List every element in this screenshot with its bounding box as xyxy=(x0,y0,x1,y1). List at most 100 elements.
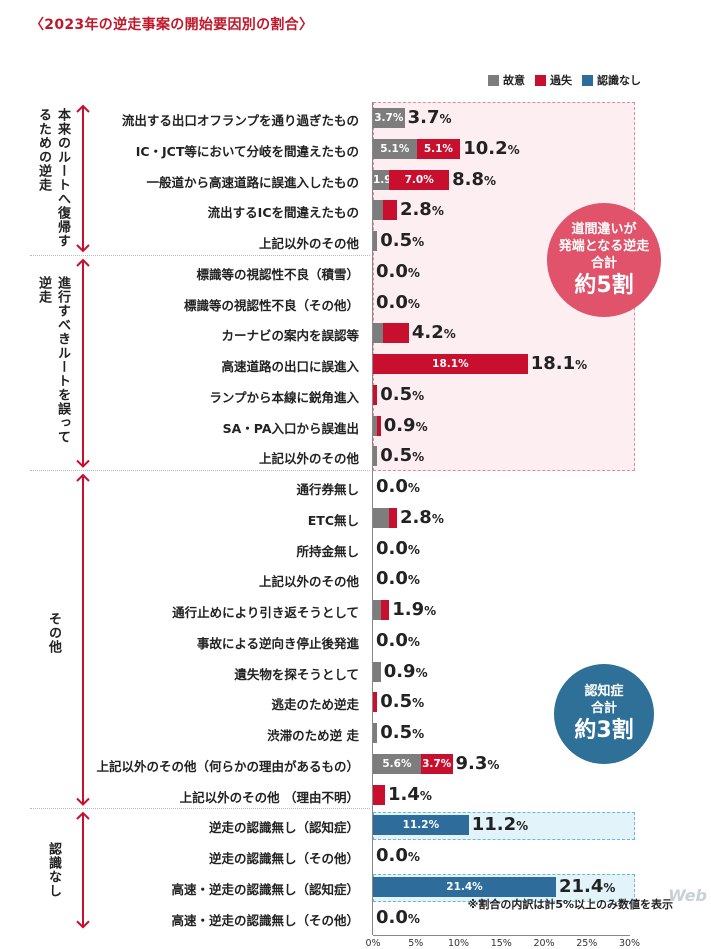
row-label: SA・PA入口から誤進出 xyxy=(222,420,359,436)
total-percent-sign: % xyxy=(412,727,425,741)
bar-segment xyxy=(383,200,397,221)
bar-total-label: 1.4% xyxy=(388,784,432,807)
row-label: 上記以外のその他 （理由不明） xyxy=(179,789,359,805)
bar-segment xyxy=(373,784,385,805)
total-value: 0.5 xyxy=(380,445,413,467)
bar-total-label: 0.5% xyxy=(380,445,424,468)
group-separator xyxy=(30,254,370,256)
row-label: 上記以外のその他 xyxy=(258,574,359,590)
footnote: ※割合の内訳は計5%以上のみ数値を表示 xyxy=(467,898,673,911)
group-separator xyxy=(30,808,370,810)
badge-dementia-total: 認知症 合計 約3割 xyxy=(554,664,654,764)
badge-line: 道間違いが xyxy=(571,221,637,237)
total-value: 8.8 xyxy=(452,168,484,190)
row-label: 上記以外のその他（何らかの理由があるもの） xyxy=(96,758,359,774)
bar-total-label: 11.2% xyxy=(472,814,528,837)
chart-title: 〈2023年の逆走事案の開始要因別の割合〉 xyxy=(30,17,314,33)
bar-segment-label: 5.6% xyxy=(382,757,412,770)
legend-item: 故意 xyxy=(488,72,525,88)
total-value: 0.5 xyxy=(380,722,413,743)
bar-total-label: 0.5% xyxy=(380,384,424,407)
row-label: 標識等の視認性不良（積雪） xyxy=(196,266,359,282)
legend-label: 過失 xyxy=(550,74,572,87)
total-value: 21.4 xyxy=(558,875,604,897)
bar-segment xyxy=(416,138,461,159)
bar-total-label: 0.0% xyxy=(376,568,420,591)
x-tick-label: 15% xyxy=(490,937,512,949)
total-percent-sign: % xyxy=(483,173,497,188)
group-bracket-arrow xyxy=(76,104,90,253)
total-percent-sign: % xyxy=(412,450,425,465)
x-tick-label: 20% xyxy=(533,937,555,949)
row-label: ランプから本線に鋭角進入 xyxy=(209,389,359,405)
row-label: 事故による逆向き停止後発進 xyxy=(196,635,359,651)
total-value: 0.5 xyxy=(380,383,413,405)
bar-segment xyxy=(373,692,378,713)
total-value: 0.0 xyxy=(376,568,408,590)
total-value: 2.8 xyxy=(399,506,432,528)
bar-total-label: 0.9% xyxy=(384,661,428,684)
row-label: 流出する出口オフランプを通り過ぎたもの xyxy=(121,113,359,128)
bar-total-label: 2.8% xyxy=(400,199,444,222)
total-value: 0.0 xyxy=(376,537,408,559)
total-percent-sign: % xyxy=(407,296,420,311)
bar-segment-label: 7.0% xyxy=(404,173,434,186)
group-bracket-arrow xyxy=(76,811,90,929)
bar-segment xyxy=(373,600,381,620)
row-label: 遺失物を探そうとして xyxy=(234,666,359,682)
bar-segment xyxy=(389,169,450,190)
bar-segment xyxy=(373,354,528,374)
bar-segment-label: 21.4% xyxy=(446,880,483,893)
bar-total-label: 0.0% xyxy=(376,907,420,930)
bar-total-label: 9.3% xyxy=(456,753,500,776)
badge-big-value: 約5割 xyxy=(574,272,634,298)
bar-segment xyxy=(373,415,378,436)
badge-line: 認知症 xyxy=(584,684,624,699)
total-percent-sign: % xyxy=(507,142,520,157)
x-tick-label: 5% xyxy=(408,937,424,949)
total-value: 0.0 xyxy=(376,291,408,313)
row-label: IC・JCT等において分岐を間違えたもの xyxy=(135,143,359,159)
total-value: 0.0 xyxy=(376,260,408,282)
bar-segment-label: 11.2% xyxy=(402,819,440,832)
bar-total-label: 8.8% xyxy=(452,169,496,192)
bar-segment xyxy=(373,661,381,682)
total-value: 10.2 xyxy=(463,137,508,159)
group-label: 認識なし xyxy=(46,842,61,899)
bar-total-label: 0.0% xyxy=(376,630,420,653)
row-label: カーナビの案内を誤認等 xyxy=(221,328,359,344)
group-label: 進行すべきルートを誤って逆走 xyxy=(36,275,70,444)
bar-segment-label: 3.7% xyxy=(374,112,404,124)
row-label: 通行券無し xyxy=(296,482,359,497)
total-value: 1.9 xyxy=(392,599,425,620)
bar-segment xyxy=(373,323,384,344)
total-value: 0.0 xyxy=(376,629,408,651)
row-label: 高速・逆走の認識無し（認知症） xyxy=(171,881,359,897)
bar-total-label: 0.5% xyxy=(380,722,424,745)
row-label: 逃走のため逆走 xyxy=(271,697,359,713)
total-value: 0.9 xyxy=(383,660,416,682)
bar-segment xyxy=(373,815,469,836)
total-value: 1.4 xyxy=(387,783,420,805)
bar-segment xyxy=(373,753,421,774)
row-label: 通行止めにより引き返そうとして xyxy=(172,605,359,620)
total-percent-sign: % xyxy=(575,358,588,372)
row-label: 上記以外のその他 xyxy=(258,236,359,251)
total-value: 0.0 xyxy=(376,476,408,497)
total-value: 0.0 xyxy=(376,906,408,928)
total-value: 0.5 xyxy=(380,230,413,251)
bar-segment xyxy=(373,446,378,467)
total-percent-sign: % xyxy=(407,573,420,588)
group-separator xyxy=(30,470,370,471)
bar-total-label: 10.2% xyxy=(463,138,519,161)
total-percent-sign: % xyxy=(407,542,420,557)
row-label: 所持金無し xyxy=(296,543,359,559)
legend-label: 認識なし xyxy=(597,74,641,87)
total-percent-sign: % xyxy=(407,481,420,495)
bar-segment-label: 18.1% xyxy=(432,358,469,370)
total-percent-sign: % xyxy=(431,511,444,526)
x-axis-line xyxy=(373,934,630,936)
total-percent-sign: % xyxy=(439,112,452,126)
bar-segment xyxy=(373,723,378,743)
group-bracket-arrow xyxy=(76,258,90,468)
